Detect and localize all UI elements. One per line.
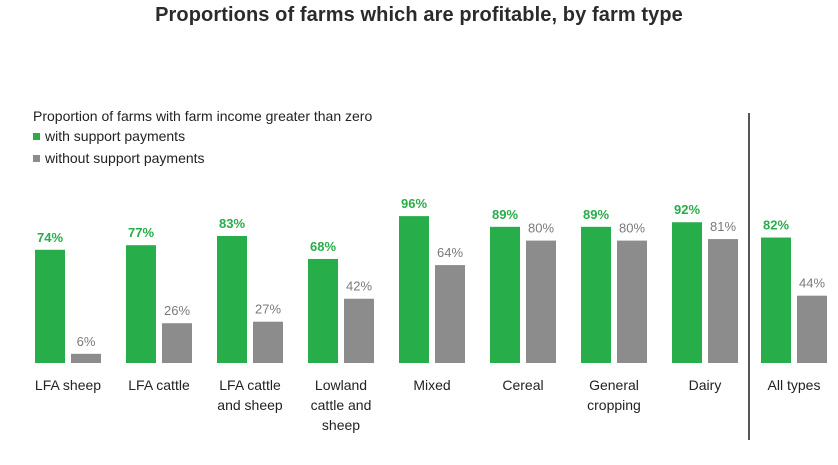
data-label-with-2: 83% xyxy=(219,216,245,231)
bar-with-4 xyxy=(399,216,429,363)
legend-label-without-support: without support payments xyxy=(45,150,205,166)
category-label-2: LFA cattle and sheep xyxy=(217,377,283,413)
legend-item-with-support: with support payments xyxy=(33,128,185,144)
chart-title: Proportions of farms which are profitabl… xyxy=(155,4,683,26)
data-label-without-5: 80% xyxy=(528,221,554,236)
data-label-without-4: 64% xyxy=(437,245,463,260)
bar-without-0 xyxy=(71,353,101,363)
data-label-without-6: 80% xyxy=(619,221,645,236)
data-label-without-3: 42% xyxy=(346,279,372,294)
bar-without-2 xyxy=(253,321,283,363)
chart-subtitle: Proportion of farms with farm income gre… xyxy=(33,108,373,124)
bar-with-3 xyxy=(308,258,338,363)
bar-without-6 xyxy=(617,240,647,363)
bar-without-4 xyxy=(435,265,465,363)
bar-with-1 xyxy=(126,245,156,363)
data-label-without-2: 27% xyxy=(255,302,281,317)
data-label-without-7: 81% xyxy=(710,219,736,234)
data-label-with-4: 96% xyxy=(401,196,427,211)
legend-label-with-support: with support payments xyxy=(45,128,186,144)
bar-with-0 xyxy=(35,249,65,363)
category-label-0: LFA sheep xyxy=(35,377,101,393)
bar-without-5 xyxy=(526,240,556,363)
bar-with-7 xyxy=(672,222,702,363)
category-label-5: Cereal xyxy=(502,377,543,393)
data-label-with-1: 77% xyxy=(128,225,154,240)
bar-without-3 xyxy=(344,298,374,363)
bar-without-7 xyxy=(708,239,738,363)
bar-without-8 xyxy=(797,295,827,363)
data-label-without-8: 44% xyxy=(799,276,825,291)
legend-swatch-with-support xyxy=(33,132,40,140)
data-label-without-0: 6% xyxy=(77,334,96,349)
category-label-4: Mixed xyxy=(413,377,450,393)
legend-swatch-without-support xyxy=(33,154,40,162)
bar-with-2 xyxy=(217,236,247,363)
legend-item-without-support: without support payments xyxy=(33,150,205,166)
category-label-7: Dairy xyxy=(689,377,722,393)
data-label-with-8: 82% xyxy=(763,218,789,233)
bar-without-1 xyxy=(162,323,192,363)
data-label-with-0: 74% xyxy=(37,230,63,245)
bar-with-5 xyxy=(490,226,520,363)
bar-with-8 xyxy=(761,237,791,363)
data-label-with-5: 89% xyxy=(492,207,518,222)
category-label-6: General cropping xyxy=(587,377,641,413)
data-label-without-1: 26% xyxy=(164,303,190,318)
bar-with-6 xyxy=(581,226,611,363)
data-label-with-3: 68% xyxy=(310,239,336,254)
data-label-with-6: 89% xyxy=(583,207,609,222)
category-label-3: Lowland cattle and sheep xyxy=(311,377,372,433)
category-label-1: LFA cattle xyxy=(128,377,190,393)
data-label-with-7: 92% xyxy=(674,202,700,217)
category-label-8: All types xyxy=(768,377,821,393)
